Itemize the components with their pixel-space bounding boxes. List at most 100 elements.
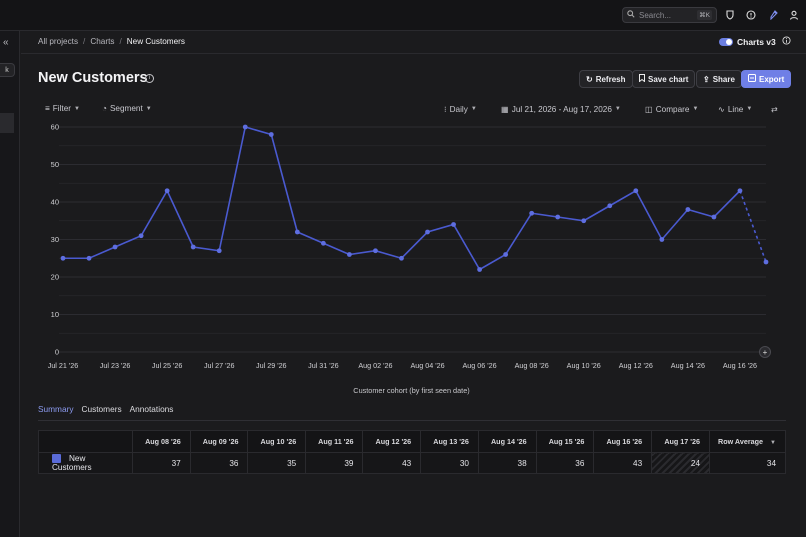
y-tick-label: 20 [51, 273, 59, 282]
compare-label: Compare [655, 104, 690, 114]
breadcrumb-all-projects[interactable]: All projects [38, 37, 79, 46]
sidebar-pill[interactable]: k [0, 63, 15, 77]
plus-icon: + [763, 348, 768, 357]
divider [38, 420, 786, 421]
search-input[interactable]: Search... ⌘K [622, 7, 717, 23]
row-average-header[interactable]: Row Average ▼ [709, 430, 786, 453]
table-cell-partial: 24 [651, 452, 710, 474]
x-tick-label: Aug 04 '26 [410, 361, 444, 370]
table-header[interactable]: Aug 09 '26 [190, 430, 249, 453]
sidebar-pill-label: k [5, 66, 9, 74]
refresh-button[interactable]: ↻ Refresh [579, 70, 633, 88]
data-point [451, 222, 456, 227]
x-tick-label: Aug 08 '26 [515, 361, 549, 370]
table-cell: 43 [362, 452, 422, 474]
compare-icon: ◫ [645, 105, 653, 114]
breadcrumb-separator: / [83, 37, 86, 46]
table-cell: 36 [536, 452, 595, 474]
calendar-icon: ▦ [501, 105, 509, 114]
x-tick-label: Aug 14 '26 [671, 361, 705, 370]
save-chart-label: Save chart [648, 74, 689, 84]
share-button[interactable]: ⇪ Share [696, 70, 742, 88]
add-annotation-button[interactable]: + [759, 346, 771, 358]
bookmark-icon [639, 74, 645, 84]
data-point [138, 233, 144, 239]
date-range-label: Jul 21, 2026 - Aug 17, 2026 [511, 104, 612, 114]
data-point [763, 259, 769, 265]
table-header[interactable]: Aug 17 '26 [651, 430, 710, 453]
chevron-down-icon: ▼ [73, 105, 80, 112]
sidebar-selected-item[interactable] [0, 113, 14, 133]
title-info-icon[interactable]: i [145, 74, 154, 83]
charts-version-toggle[interactable]: Charts v3 [719, 36, 791, 47]
breadcrumb: All projects / Charts / New Customers [38, 37, 185, 46]
shield-icon[interactable] [724, 9, 736, 21]
line-chart: 0 10 20 30 40 50 60 Jul 21 '26 Jul 23 '26 Jul 25 … [48, 123, 771, 370]
row-average-label: Row Average [718, 437, 764, 446]
data-point [425, 229, 430, 235]
divider [21, 53, 806, 54]
table-header[interactable]: Aug 10 '26 [247, 430, 307, 453]
page-title: New Customers [38, 70, 148, 86]
table-row: New Customers 37 36 35 39 43 30 38 36 43… [38, 452, 786, 474]
chart-settings-icon[interactable]: ⇄ [771, 105, 778, 114]
breadcrumb-separator: / [119, 37, 122, 46]
interval-dropdown[interactable]: ⁝ Daily ▼ [444, 104, 477, 115]
x-tick-label: Aug 12 '26 [619, 361, 653, 370]
table-cell: 36 [190, 452, 249, 474]
table-header[interactable]: Aug 15 '26 [536, 430, 595, 453]
data-point [711, 214, 717, 220]
data-point [216, 248, 222, 254]
table-header[interactable]: Aug 12 '26 [362, 430, 422, 453]
rocket-icon[interactable] [767, 9, 779, 21]
breadcrumb-charts[interactable]: Charts [90, 37, 115, 46]
table-header[interactable]: Aug 13 '26 [420, 430, 479, 453]
tab-customers[interactable]: Customers [81, 404, 122, 414]
data-point [659, 237, 665, 242]
chevron-down-icon: ▼ [145, 105, 152, 112]
x-tick-label: Aug 02 '26 [358, 361, 392, 370]
date-range-dropdown[interactable]: ▦ Jul 21, 2026 - Aug 17, 2026 ▼ [501, 104, 621, 115]
chart-type-dropdown[interactable]: ∿ Line ▼ [718, 104, 753, 115]
info-icon[interactable] [782, 36, 791, 47]
y-tick-label: 10 [51, 310, 59, 319]
compare-dropdown[interactable]: ◫ Compare ▼ [645, 104, 698, 115]
x-tick-label: Jul 29 '26 [256, 361, 287, 370]
segment-dropdown[interactable]: ◔ Segment ▼ [102, 104, 152, 113]
series-color-swatch[interactable] [52, 454, 61, 464]
table-header[interactable]: Aug 08 '26 [132, 430, 191, 453]
help-icon[interactable] [745, 9, 757, 21]
x-tick-label: Jul 21 '26 [48, 361, 79, 370]
export-button[interactable]: Export [741, 70, 792, 88]
y-tick-label: 30 [51, 235, 59, 244]
data-point [190, 244, 196, 250]
toggle-switch[interactable] [719, 37, 733, 46]
series-cell[interactable]: New Customers [38, 452, 133, 474]
tab-summary[interactable]: Summary [38, 404, 74, 421]
data-point [633, 188, 639, 194]
table-cell: 43 [593, 452, 653, 474]
data-point [60, 255, 66, 261]
table-header[interactable]: Aug 14 '26 [478, 430, 537, 453]
y-tick-label: 40 [51, 198, 59, 207]
chevron-down-icon: ▼ [746, 106, 753, 112]
table-header[interactable]: Aug 11 '26 [305, 430, 364, 453]
refresh-label: Refresh [595, 74, 626, 84]
table-cell: 37 [132, 452, 191, 474]
save-chart-button[interactable]: Save chart [632, 70, 696, 88]
table-cell: 30 [420, 452, 479, 474]
data-point [86, 255, 92, 261]
table-header[interactable]: Aug 16 '26 [593, 430, 653, 453]
double-chevron-left-icon[interactable]: « [3, 37, 9, 48]
table-cell: 38 [478, 452, 537, 474]
table-header-empty [38, 430, 133, 453]
data-point [581, 218, 587, 224]
row-average-cell: 34 [709, 452, 786, 474]
data-point [347, 252, 352, 257]
top-bar: Search... ⌘K [0, 0, 806, 31]
tab-annotations[interactable]: Annotations [129, 404, 174, 414]
filter-dropdown[interactable]: ≡ Filter ▼ [45, 104, 80, 113]
search-shortcut: ⌘K [697, 10, 712, 20]
user-icon[interactable] [788, 9, 800, 21]
data-point [503, 252, 509, 257]
